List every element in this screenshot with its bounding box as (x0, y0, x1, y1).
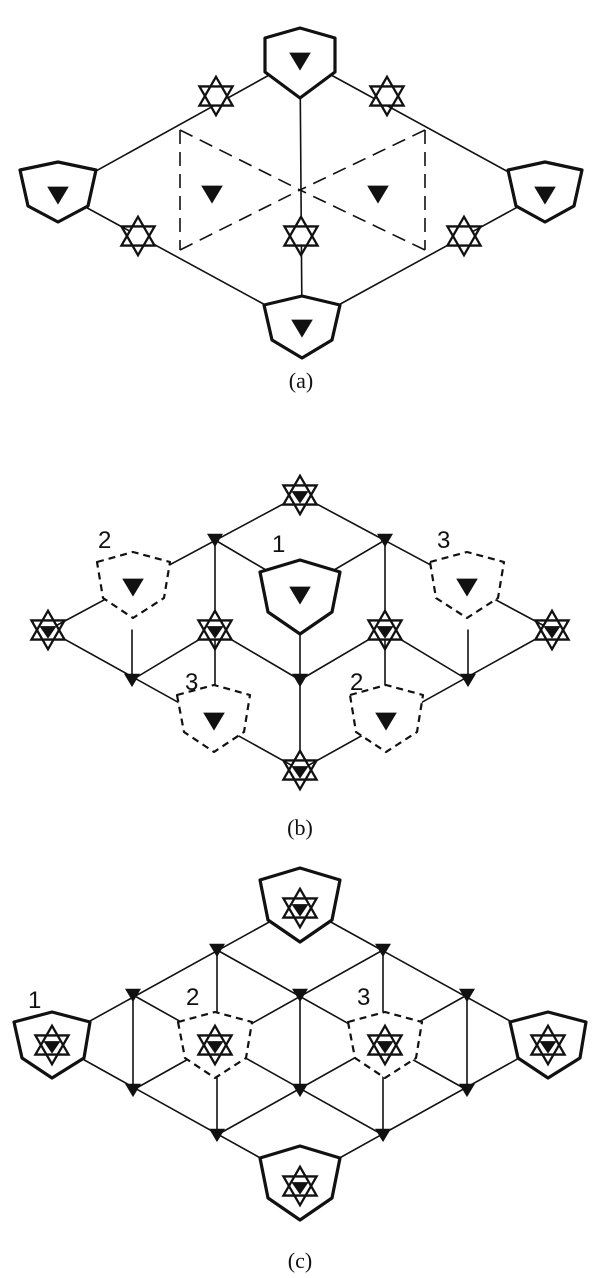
star-of-david-icon (198, 75, 234, 117)
star-of-david-icon (446, 215, 482, 257)
panel-c-shields (12, 866, 588, 1222)
panel-a-dashed-cells (179, 129, 426, 251)
panel-c-lattice (51, 904, 549, 1181)
star-of-david-icon (369, 75, 405, 117)
label-b-3b: 3 (185, 669, 198, 696)
filled-triangle-icon (367, 185, 389, 204)
filled-triangle-icon (375, 943, 391, 958)
label-b-3: 3 (437, 527, 450, 554)
panel-c: 1 2 3 (c) (12, 866, 588, 1273)
caption-c: (c) (288, 1248, 312, 1273)
filled-triangle-icon (209, 943, 225, 958)
label-b-2: 2 (98, 527, 111, 554)
label-b-1: 1 (272, 531, 285, 558)
label-c-3: 3 (357, 984, 370, 1011)
caption-a: (a) (289, 368, 313, 393)
label-c-2: 2 (186, 984, 199, 1011)
panel-a: (a) (18, 26, 584, 393)
panel-a-lattice (57, 57, 546, 326)
filled-triangle-icon (201, 185, 223, 204)
caption-b: (b) (287, 815, 313, 840)
panel-b: 1 2 3 3 2 (b) (30, 474, 570, 840)
filled-triangle-icon (375, 1128, 391, 1143)
label-c-1: 1 (28, 987, 41, 1014)
filled-triangle-icon (292, 673, 308, 688)
star-of-david-icon (282, 749, 318, 791)
star-of-david-icon (30, 609, 66, 651)
filled-triangle-icon (292, 1083, 308, 1098)
filled-triangle-icon (209, 1128, 225, 1143)
label-b-2b: 2 (350, 669, 363, 696)
star-of-david-icon (120, 215, 156, 257)
filled-triangle-icon (377, 533, 393, 548)
star-of-david-icon (534, 609, 570, 651)
filled-triangle-icon (207, 533, 223, 548)
star-of-david-icon (282, 474, 318, 516)
